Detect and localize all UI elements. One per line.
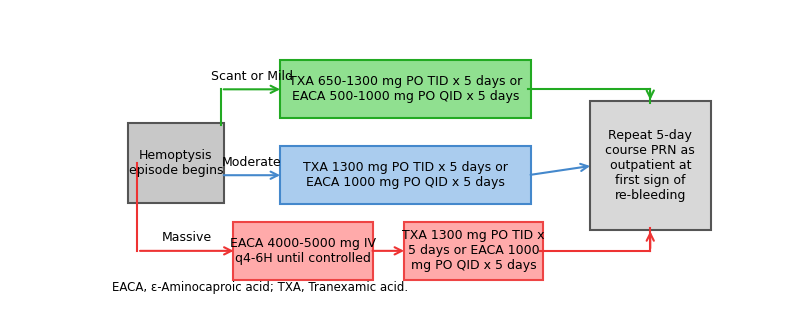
FancyBboxPatch shape	[280, 61, 531, 118]
Text: Repeat 5-day
course PRN as
outpatient at
first sign of
re-bleeding: Repeat 5-day course PRN as outpatient at…	[606, 129, 695, 202]
Text: TXA 1300 mg PO TID x
5 days or EACA 1000
mg PO QID x 5 days: TXA 1300 mg PO TID x 5 days or EACA 1000…	[402, 229, 545, 272]
FancyBboxPatch shape	[234, 222, 373, 280]
Text: EACA 4000-5000 mg IV
q4-6H until controlled: EACA 4000-5000 mg IV q4-6H until control…	[230, 237, 376, 265]
Text: Moderate: Moderate	[222, 156, 282, 169]
Text: TXA 650-1300 mg PO TID x 5 days or
EACA 500-1000 mg PO QID x 5 days: TXA 650-1300 mg PO TID x 5 days or EACA …	[289, 75, 522, 103]
FancyBboxPatch shape	[404, 222, 543, 280]
Text: EACA, ε-Aminocaproic acid; TXA, Tranexamic acid.: EACA, ε-Aminocaproic acid; TXA, Tranexam…	[112, 281, 409, 294]
FancyBboxPatch shape	[280, 147, 531, 204]
Text: Scant or Mild: Scant or Mild	[211, 70, 293, 83]
Text: TXA 1300 mg PO TID x 5 days or
EACA 1000 mg PO QID x 5 days: TXA 1300 mg PO TID x 5 days or EACA 1000…	[303, 161, 508, 189]
Text: Massive: Massive	[162, 231, 212, 244]
Text: Hemoptysis
episode begins: Hemoptysis episode begins	[129, 149, 223, 177]
FancyBboxPatch shape	[128, 123, 224, 203]
FancyBboxPatch shape	[590, 102, 710, 230]
